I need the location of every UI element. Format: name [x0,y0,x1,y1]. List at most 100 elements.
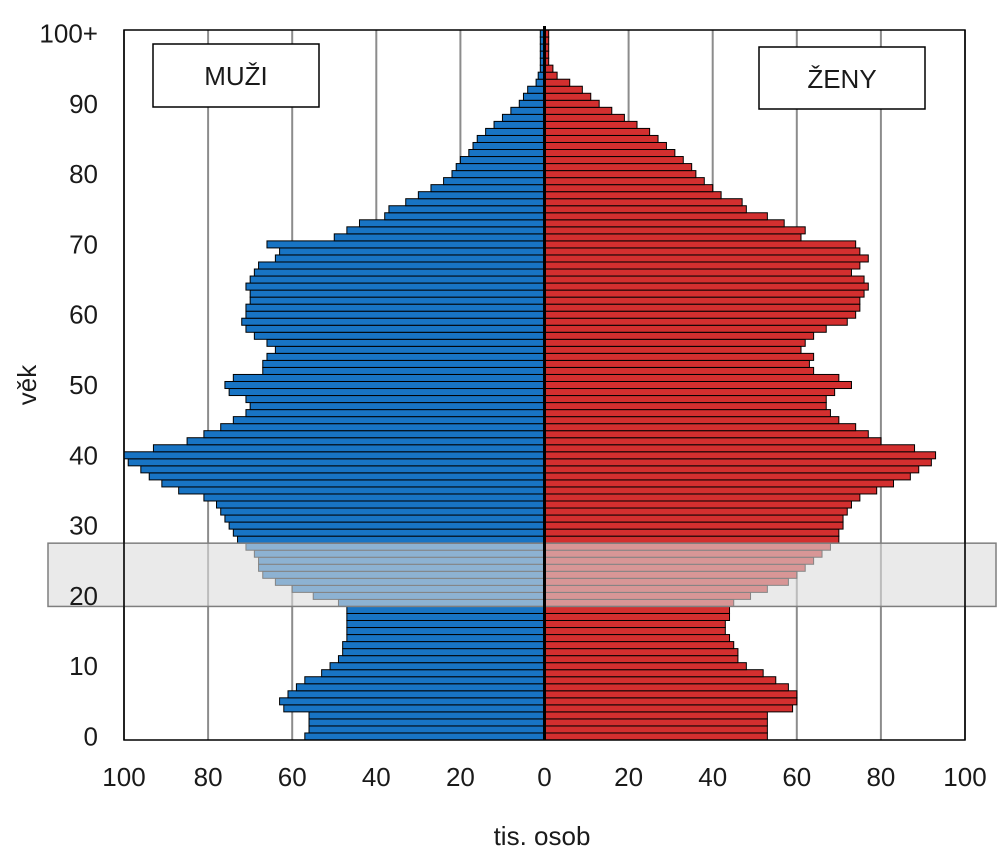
bar-men [203,430,546,439]
bar-men [266,338,545,347]
bar-women [544,324,827,333]
x-tick-label: 80 [194,762,223,792]
bar-men [451,170,545,179]
bar-men [455,163,546,172]
bar-women [544,718,768,727]
bar-men [304,676,545,685]
bar-women [544,120,638,129]
y-tick-label: 70 [69,229,98,259]
bar-men [262,359,545,368]
bar-men [287,690,545,699]
bar-men [262,366,545,375]
bar-men [245,282,545,291]
bar-men [472,141,546,151]
bar-men [527,85,545,94]
x-tick-label: 0 [537,762,551,792]
bar-men [245,324,545,333]
bar-women [544,352,815,361]
bar-men [493,120,546,129]
bar-men [388,205,546,214]
bar-women [544,444,916,453]
bar-women [544,149,676,158]
y-tick-label: 80 [69,159,98,189]
y-tick-label: 40 [69,440,98,470]
bar-women [544,226,806,235]
bar-men [308,711,545,720]
bar-men [224,380,545,390]
bar-men [245,409,545,418]
bar-women [544,458,932,467]
bar-men [148,472,545,481]
y-axis-title: věk [12,364,42,405]
bar-women [544,669,764,678]
bar-men [220,423,545,432]
bar-men [258,261,545,270]
bar-men [232,416,546,425]
bar-men [405,198,545,207]
bar-men [485,127,546,136]
bar-women [544,704,794,713]
legend-women: ŽENY [758,46,926,110]
bar-women [544,648,739,657]
bar-women [544,240,857,249]
bar-men [203,493,546,502]
bar-women [544,402,827,411]
bar-women [544,233,802,242]
bar-women [544,338,806,347]
bar-women [544,261,861,270]
bar-women [544,198,743,207]
bar-men [249,275,545,284]
bar-women [544,134,659,143]
bar-men [346,605,545,614]
legend-men: MUŽI [152,43,320,108]
x-tick-label: 40 [698,762,727,792]
bars [123,29,937,741]
bar-women [544,331,815,340]
y-tick-label: 10 [69,651,98,681]
bar-men [123,451,545,460]
bar-men [295,683,545,692]
bar-men [266,352,545,361]
bar-women [544,268,852,277]
bar-men [283,704,545,713]
bar-men [161,479,545,488]
highlight-band [47,542,997,608]
bar-men [443,177,545,186]
bar-women [544,380,852,390]
bar-women [544,141,667,151]
bar-women [544,113,625,122]
bar-men [245,303,545,312]
bar-women [544,127,651,136]
bar-men [253,268,545,277]
bar-women [544,282,869,291]
bar-men [522,92,545,101]
bar-women [544,423,857,432]
bar-men [274,254,545,263]
y-tick-label: 30 [69,511,98,541]
bar-women [544,163,693,172]
bar-men [308,725,545,734]
bar-women [544,465,920,474]
bar-women [544,409,831,418]
bar-women [544,359,810,368]
bar-women [544,697,798,706]
bar-women [544,170,697,179]
bar-men [216,500,545,509]
bar-men [253,331,545,340]
bar-women [544,641,735,650]
x-tick-label: 60 [278,762,307,792]
bar-women [544,472,911,481]
bar-women [544,289,865,298]
x-tick-label: 40 [362,762,391,792]
bar-men [232,373,546,382]
bar-men [346,226,545,235]
bar-men [232,528,546,537]
x-axis-title: tis. osob [494,821,591,851]
bar-women [544,388,836,397]
y-tick-label: 20 [69,581,98,611]
y-tick-label: 0 [84,721,98,751]
bar-women [544,416,840,425]
bar-men [249,402,545,411]
bar-men [346,634,545,643]
bar-women [544,451,937,460]
